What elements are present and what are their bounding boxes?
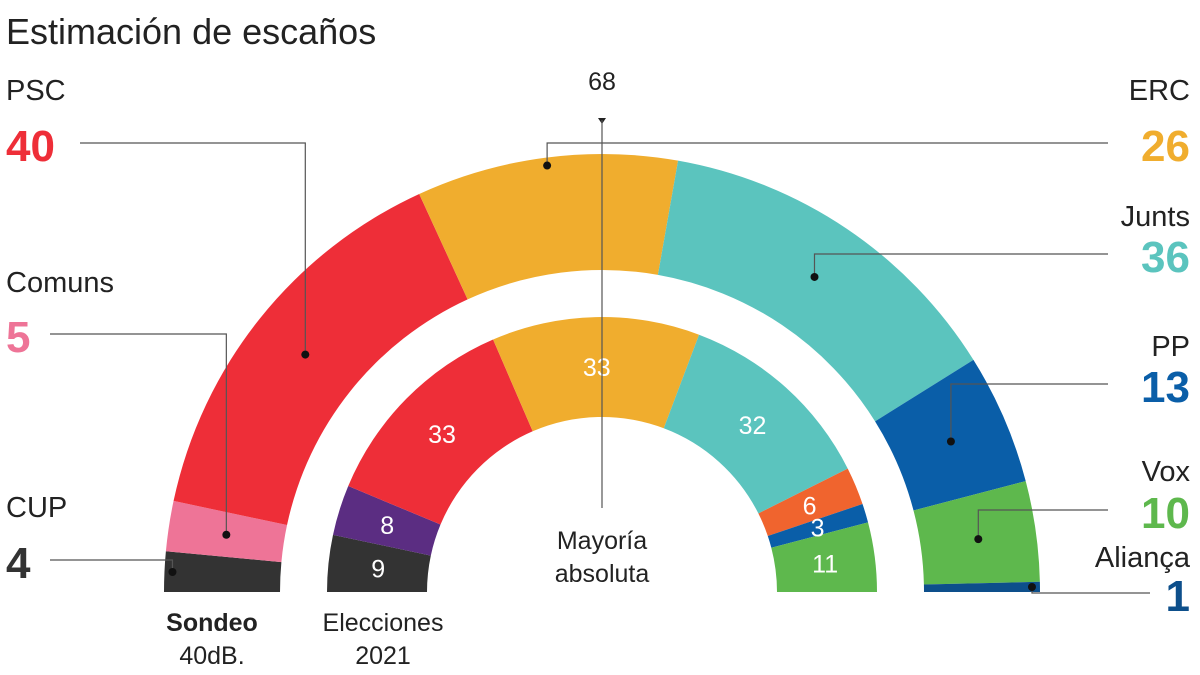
party-name-alianca: Aliança xyxy=(1095,542,1191,574)
leader-line-erc xyxy=(546,142,1108,166)
party-name-vox: Vox xyxy=(1142,456,1191,488)
inner-value-comuns: 8 xyxy=(380,512,394,540)
inner-segment-pp xyxy=(767,503,869,548)
inner-value-cup: 9 xyxy=(371,555,385,583)
inner-value-pp: 3 xyxy=(811,514,825,542)
inner-segment-junts xyxy=(663,334,848,514)
inner-segment-cup xyxy=(327,534,431,592)
majority-label-line1: Mayoría xyxy=(557,527,647,555)
party-seats-vox: 10 xyxy=(1141,489,1190,538)
leader-dot-comuns xyxy=(222,530,231,539)
party-name-psc: PSC xyxy=(6,75,66,107)
outer-caption-line1: Sondeo xyxy=(166,609,258,637)
inner-ring-2021 xyxy=(327,316,877,592)
party-name-pp: PP xyxy=(1151,331,1190,363)
inner-ring-labels: 9 8 33 33 32 63 11 xyxy=(371,354,838,583)
party-name-erc: ERC xyxy=(1129,75,1190,107)
inner-segment-vox xyxy=(771,522,877,592)
outer-segment-alianca xyxy=(923,581,1040,592)
leader-line-comuns xyxy=(50,333,227,535)
party-seats-alianca: 1 xyxy=(1166,572,1190,621)
leader-line-vox xyxy=(977,509,1108,540)
inner-caption-line2: 2021 xyxy=(355,642,411,670)
party-seats-junts: 36 xyxy=(1141,233,1190,282)
outer-segment-cup xyxy=(164,551,282,592)
leader-line-psc xyxy=(80,142,306,355)
inner-value-vox: 11 xyxy=(812,550,838,578)
party-labels: CUP4Comuns5PSC40ERC26Junts36PP13Vox10Ali… xyxy=(6,75,1191,621)
outer-segment-vox xyxy=(913,481,1040,585)
majority-seats: 68 xyxy=(588,68,616,96)
inner-segment-cs xyxy=(758,468,863,536)
majority-label-line2: absoluta xyxy=(555,560,650,588)
leader-line-pp xyxy=(950,383,1108,442)
inner-value-junts: 32 xyxy=(739,412,767,440)
party-name-cup: CUP xyxy=(6,492,67,524)
party-name-junts: Junts xyxy=(1121,201,1190,233)
leader-dot-alianca xyxy=(1027,582,1036,591)
inner-caption-line1: Elecciones xyxy=(323,609,444,637)
leader-dot-vox xyxy=(974,535,983,544)
inner-value-psc: 33 xyxy=(428,421,456,449)
inner-segment-erc xyxy=(493,316,700,432)
outer-segment-psc xyxy=(173,193,468,526)
leader-line-junts xyxy=(813,253,1108,277)
party-seats-comuns: 5 xyxy=(6,313,30,362)
outer-ring-poll xyxy=(164,154,1040,592)
leader-dot-psc xyxy=(301,350,310,359)
leader-dot-junts xyxy=(810,272,819,281)
leader-line-cup xyxy=(50,559,174,572)
outer-segment-erc xyxy=(419,154,679,300)
inner-segment-psc xyxy=(348,339,533,525)
party-seats-erc: 26 xyxy=(1141,122,1190,171)
party-seats-pp: 13 xyxy=(1141,363,1190,412)
party-seats-cup: 4 xyxy=(6,539,31,588)
outer-caption-line2: 40dB. xyxy=(179,642,244,670)
party-name-comuns: Comuns xyxy=(6,267,114,299)
leader-dot-erc xyxy=(543,161,552,170)
inner-segment-comuns xyxy=(333,486,441,556)
chart-title: Estimación de escaños xyxy=(6,11,376,52)
leader-dot-pp xyxy=(946,437,955,446)
inner-value-cs: 6 xyxy=(803,492,817,520)
inner-value-erc: 33 xyxy=(583,354,611,382)
outer-segment-junts xyxy=(657,160,974,422)
party-seats-psc: 40 xyxy=(6,122,55,171)
leader-line-alianca xyxy=(1031,586,1150,594)
leader-lines xyxy=(50,142,1150,594)
leader-dot-cup xyxy=(168,567,177,576)
